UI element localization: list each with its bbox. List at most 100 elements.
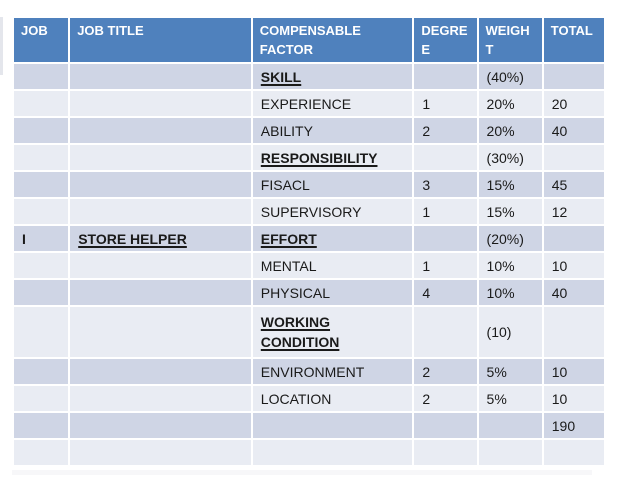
- cell-factor: EFFORT: [250, 224, 415, 253]
- cell-total: [541, 438, 607, 467]
- cell-factor: ABILITY: [250, 116, 415, 145]
- cell-total: [541, 224, 607, 253]
- cell-job-title: [68, 384, 253, 413]
- cell-weight: [476, 438, 544, 467]
- cell-degree: 2: [412, 357, 479, 386]
- cell-factor: [250, 438, 415, 467]
- cell-degree: 2: [412, 384, 479, 413]
- cell-factor: RESPONSIBILITY: [250, 143, 415, 172]
- table-row: 190: [11, 411, 607, 440]
- table-row: MENTAL 1 10% 10: [11, 251, 607, 280]
- table-row: [11, 438, 607, 467]
- cell-factor: WORKING CONDITION: [250, 305, 415, 359]
- column-header-total: TOTAL: [541, 16, 607, 64]
- cell-total: 12: [541, 197, 607, 226]
- cell-factor: [250, 411, 415, 440]
- cell-factor: SKILL: [250, 62, 415, 91]
- cell-job-title: [68, 197, 253, 226]
- cell-job-title: [68, 278, 253, 307]
- cell-job: [11, 357, 71, 386]
- table-row: RESPONSIBILITY (30%): [11, 143, 607, 172]
- table-row: WORKING CONDITION (10): [11, 305, 607, 359]
- cell-job-title: [68, 116, 253, 145]
- cell-factor: MENTAL: [250, 251, 415, 280]
- cell-job-title: [68, 89, 253, 118]
- cell-weight: 20%: [476, 89, 544, 118]
- cell-total: 45: [541, 170, 607, 199]
- cell-weight: 5%: [476, 357, 544, 386]
- cell-total: 40: [541, 278, 607, 307]
- cell-job-title: [68, 62, 253, 91]
- cell-total: 190: [541, 411, 607, 440]
- cell-degree: 1: [412, 89, 479, 118]
- cell-job-title: STORE HELPER: [68, 224, 253, 253]
- header-row: JOB JOB TITLE COMPENSABLE FACTOR DEGREE …: [11, 16, 607, 64]
- cell-job-title: [68, 438, 253, 467]
- cell-job: [11, 411, 71, 440]
- cell-total: 10: [541, 357, 607, 386]
- cell-job: [11, 89, 71, 118]
- cell-factor: LOCATION: [250, 384, 415, 413]
- column-header-compensable-factor: COMPENSABLE FACTOR: [250, 16, 415, 64]
- cell-total: 20: [541, 89, 607, 118]
- cell-weight: (30%): [476, 143, 544, 172]
- cell-job: [11, 197, 71, 226]
- cell-degree: 1: [412, 251, 479, 280]
- cell-degree: [412, 438, 479, 467]
- cell-job-title: [68, 251, 253, 280]
- cell-job: [11, 116, 71, 145]
- cell-weight: 5%: [476, 384, 544, 413]
- cell-total: [541, 62, 607, 91]
- cell-degree: [412, 224, 479, 253]
- cell-factor: SUPERVISORY: [250, 197, 415, 226]
- job-evaluation-table: JOB JOB TITLE COMPENSABLE FACTOR DEGREE …: [11, 16, 607, 467]
- cell-factor: EXPERIENCE: [250, 89, 415, 118]
- table-row: SUPERVISORY 1 15% 12: [11, 197, 607, 226]
- cell-job: I: [11, 224, 71, 253]
- cell-degree: 4: [412, 278, 479, 307]
- cell-job: [11, 143, 71, 172]
- cell-job: [11, 62, 71, 91]
- cell-degree: [412, 411, 479, 440]
- table-row: ENVIRONMENT 2 5% 10: [11, 357, 607, 386]
- table-row: SKILL (40%): [11, 62, 607, 91]
- cell-job: [11, 384, 71, 413]
- column-header-weight: WEIGHT: [476, 16, 544, 64]
- cell-job: [11, 438, 71, 467]
- cell-weight: 10%: [476, 278, 544, 307]
- cell-job-title: [68, 411, 253, 440]
- cell-total: [541, 305, 607, 359]
- cell-weight: 15%: [476, 197, 544, 226]
- cell-total: 40: [541, 116, 607, 145]
- cell-job-title: [68, 305, 253, 359]
- cell-degree: 2: [412, 116, 479, 145]
- table-row: PHYSICAL 4 10% 40: [11, 278, 607, 307]
- table-row: I STORE HELPER EFFORT (20%): [11, 224, 607, 253]
- cell-factor: ENVIRONMENT: [250, 357, 415, 386]
- cell-total: 10: [541, 251, 607, 280]
- cell-factor: PHYSICAL: [250, 278, 415, 307]
- table-row: FISACL 3 15% 45: [11, 170, 607, 199]
- cell-total: [541, 143, 607, 172]
- table-row: EXPERIENCE 1 20% 20: [11, 89, 607, 118]
- cell-total: 10: [541, 384, 607, 413]
- cell-job: [11, 170, 71, 199]
- left-edge-artifact: [0, 17, 3, 75]
- cell-degree: [412, 305, 479, 359]
- cell-degree: 3: [412, 170, 479, 199]
- cell-job: [11, 251, 71, 280]
- table-row: ABILITY 2 20% 40: [11, 116, 607, 145]
- cell-weight: 15%: [476, 170, 544, 199]
- column-header-degree: DEGREE: [412, 16, 479, 64]
- cell-factor: FISACL: [250, 170, 415, 199]
- cell-job-title: [68, 170, 253, 199]
- cell-degree: [412, 62, 479, 91]
- cell-job: [11, 278, 71, 307]
- column-header-job-title: JOB TITLE: [68, 16, 253, 64]
- table-row: LOCATION 2 5% 10: [11, 384, 607, 413]
- cell-weight: 10%: [476, 251, 544, 280]
- cell-weight: 20%: [476, 116, 544, 145]
- cell-job: [11, 305, 71, 359]
- cell-weight: (20%): [476, 224, 544, 253]
